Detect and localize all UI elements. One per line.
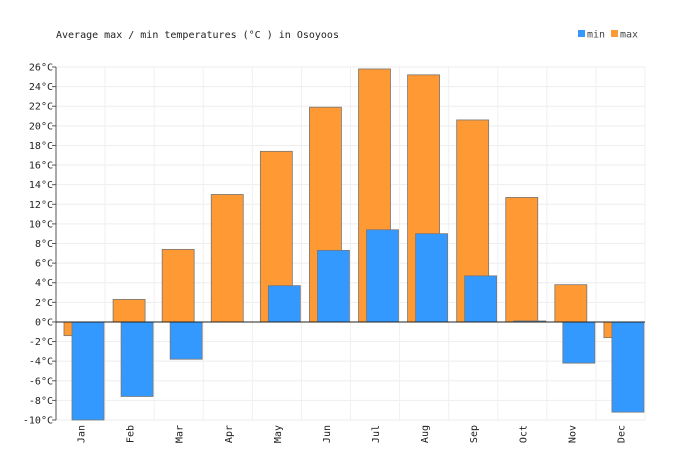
y-tick-label: 12°C <box>29 200 53 211</box>
bar-min-jan <box>71 321 105 421</box>
chart-title: Average max / min temperatures (°C ) in … <box>56 30 339 41</box>
y-tick-label: 20°C <box>29 121 53 132</box>
bar-min-mar <box>169 321 203 360</box>
y-tick-label: -8°C <box>29 396 53 407</box>
tick-labels: -10°C -8°C -6°C -4°C -2°C 0°C 2°C 4°C 6°C 8°C 10°C… <box>23 63 628 444</box>
bar-min-sep <box>464 275 498 323</box>
bars <box>63 68 645 421</box>
x-tick-label: Mar <box>175 425 186 443</box>
x-tick-label: Jun <box>322 425 333 443</box>
bar-min-dec <box>611 321 645 413</box>
y-tick-label: 14°C <box>29 180 53 191</box>
x-tick-label: Jan <box>77 425 88 443</box>
bar-min-feb <box>120 321 154 397</box>
x-tick-label: Dec <box>616 425 627 443</box>
bar-max-mar <box>161 248 195 323</box>
bar-max-nov <box>554 284 588 323</box>
x-tick-label: Apr <box>224 425 235 443</box>
axes <box>52 66 645 421</box>
bar-min-nov <box>562 321 596 364</box>
x-tick-label: May <box>273 425 284 443</box>
y-tick-label: -6°C <box>29 376 53 387</box>
y-tick-label: 8°C <box>35 239 53 250</box>
legend-swatch-min <box>578 30 585 37</box>
y-tick-label: -2°C <box>29 337 53 348</box>
y-tick-label: 16°C <box>29 161 53 172</box>
x-tick-label: Nov <box>567 425 578 443</box>
x-tick-label: Jul <box>371 425 382 443</box>
legend-label-max: max <box>620 30 638 41</box>
x-tick-label: Oct <box>518 425 529 443</box>
x-tick-label: Sep <box>469 425 480 443</box>
legend: min max <box>578 30 638 41</box>
y-tick-label: 10°C <box>29 219 53 230</box>
bar-min-jul <box>366 229 399 323</box>
y-tick-label: 4°C <box>35 278 53 289</box>
y-tick-label: 18°C <box>29 141 53 152</box>
y-tick-label: 26°C <box>29 63 53 74</box>
y-tick-label: -10°C <box>23 416 53 427</box>
y-tick-label: -4°C <box>29 357 53 368</box>
bar-max-oct <box>505 197 539 323</box>
y-tick-label: 6°C <box>35 259 53 270</box>
y-tick-label: 2°C <box>35 298 53 309</box>
bar-max-apr <box>210 194 244 323</box>
bar-min-jun <box>317 249 350 323</box>
bar-max-feb <box>112 298 146 323</box>
x-tick-label: Aug <box>420 425 431 443</box>
bar-min-may <box>267 285 301 323</box>
legend-swatch-max <box>611 30 618 37</box>
bar-min-aug <box>415 233 448 323</box>
legend-label-min: min <box>587 30 605 41</box>
y-tick-label: 0°C <box>35 317 53 328</box>
y-tick-label: 24°C <box>29 82 53 93</box>
x-tick-label: Feb <box>126 425 137 443</box>
y-tick-label: 22°C <box>29 102 53 113</box>
